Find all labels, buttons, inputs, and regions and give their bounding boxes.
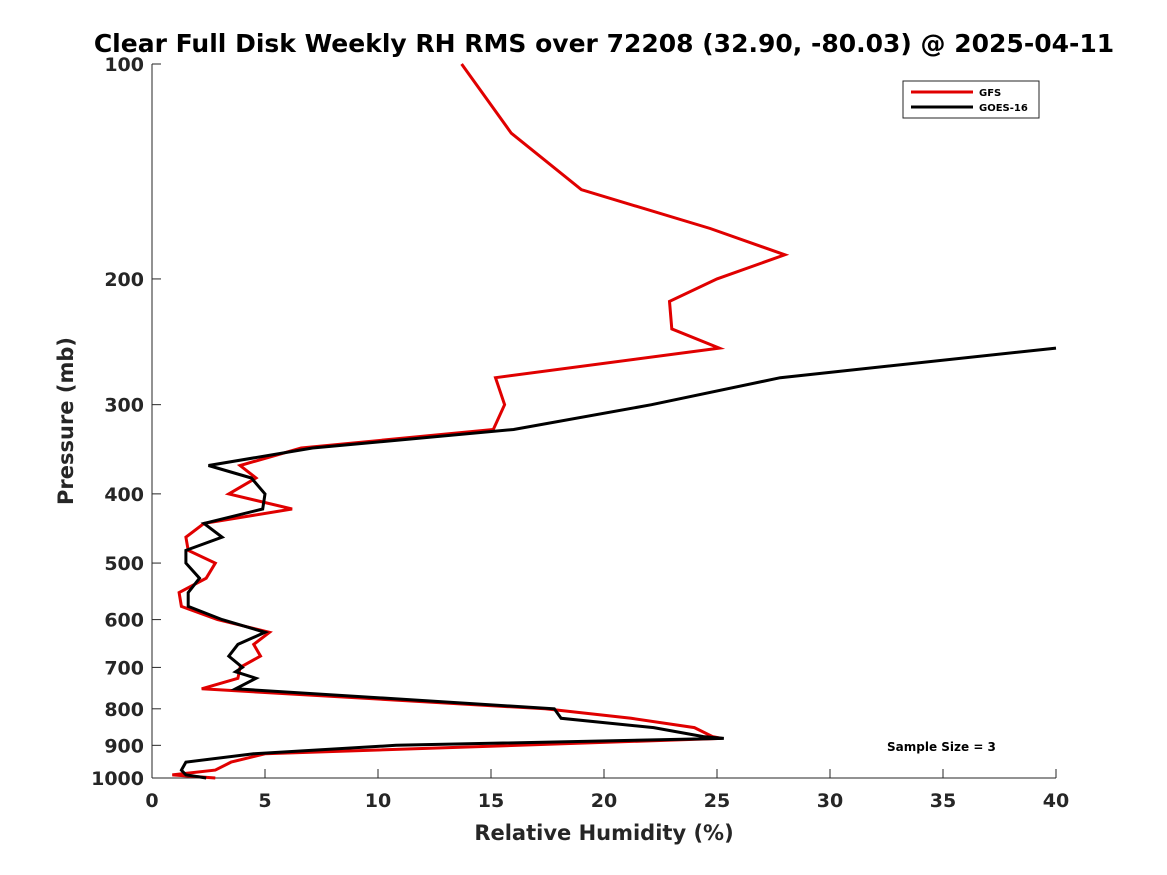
y-tick-label: 200	[104, 269, 144, 291]
y-tick-label: 1000	[91, 768, 144, 790]
sample-size-annotation: Sample Size = 3	[887, 740, 996, 754]
x-tick-label: 30	[817, 790, 843, 812]
x-axis-label: Relative Humidity (%)	[474, 821, 733, 845]
x-tick-label: 15	[478, 790, 504, 812]
x-tick-label: 20	[591, 790, 617, 812]
legend-label-goes-16: GOES-16	[979, 103, 1028, 114]
y-tick-label: 800	[104, 699, 144, 721]
x-tick-label: 10	[365, 790, 391, 812]
y-axis-ticks: 100 200 300 400 500 600 700 800 900 1000	[91, 54, 161, 790]
x-tick-label: 5	[258, 790, 271, 812]
x-tick-label: 40	[1043, 790, 1069, 812]
y-tick-label: 300	[104, 395, 144, 417]
y-tick-label: 600	[104, 610, 144, 632]
x-tick-label: 35	[930, 790, 956, 812]
series-line-gfs	[172, 63, 790, 780]
x-axis-ticks: 0 5 10 15 20 25 30 35 40	[145, 769, 1069, 812]
legend-label-gfs: GFS	[979, 88, 1001, 99]
y-tick-label: 100	[104, 54, 144, 76]
y-tick-label: 900	[104, 735, 144, 757]
legend-box	[902, 80, 1040, 119]
legend: GFS GOES-16	[902, 80, 1040, 119]
x-tick-label: 0	[145, 790, 158, 812]
series-lines	[172, 63, 1057, 780]
chart-title: Clear Full Disk Weekly RH RMS over 72208…	[94, 29, 1114, 58]
series-line-goes-16	[179, 346, 1057, 780]
y-axis-label: Pressure (mb)	[54, 337, 78, 505]
y-tick-label: 500	[104, 553, 144, 575]
y-tick-label: 400	[104, 484, 144, 506]
x-tick-label: 25	[704, 790, 730, 812]
y-tick-label: 700	[104, 657, 144, 679]
plot-area: 100 200 300 400 500 600 700 800 900 1000 0 5 10 15 20…	[91, 54, 1069, 812]
